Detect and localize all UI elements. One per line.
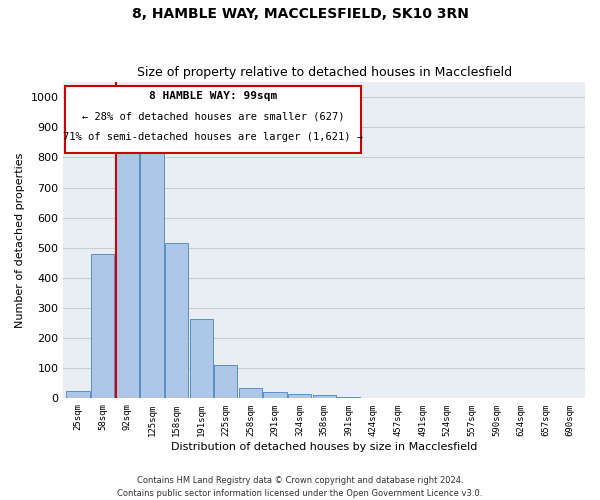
Text: 8 HAMBLE WAY: 99sqm: 8 HAMBLE WAY: 99sqm	[149, 91, 277, 101]
Bar	[313, 396, 336, 398]
Bar	[214, 366, 238, 398]
Text: 8, HAMBLE WAY, MACCLESFIELD, SK10 3RN: 8, HAMBLE WAY, MACCLESFIELD, SK10 3RN	[131, 8, 469, 22]
Title: Size of property relative to detached houses in Macclesfield: Size of property relative to detached ho…	[137, 66, 512, 80]
Bar	[337, 397, 361, 398]
Y-axis label: Number of detached properties: Number of detached properties	[15, 152, 25, 328]
Bar	[288, 394, 311, 398]
Text: 71% of semi-detached houses are larger (1,621) →: 71% of semi-detached houses are larger (…	[63, 132, 363, 141]
Text: ← 28% of detached houses are smaller (627): ← 28% of detached houses are smaller (62…	[82, 112, 344, 122]
FancyBboxPatch shape	[65, 86, 361, 153]
Bar	[263, 392, 287, 398]
Bar	[67, 391, 90, 398]
X-axis label: Distribution of detached houses by size in Macclesfield: Distribution of detached houses by size …	[171, 442, 478, 452]
Text: Contains HM Land Registry data © Crown copyright and database right 2024.
Contai: Contains HM Land Registry data © Crown c…	[118, 476, 482, 498]
Bar	[140, 152, 164, 398]
Bar	[116, 152, 139, 398]
Bar	[165, 244, 188, 398]
Bar	[239, 388, 262, 398]
Bar	[91, 254, 115, 398]
Bar	[190, 318, 213, 398]
